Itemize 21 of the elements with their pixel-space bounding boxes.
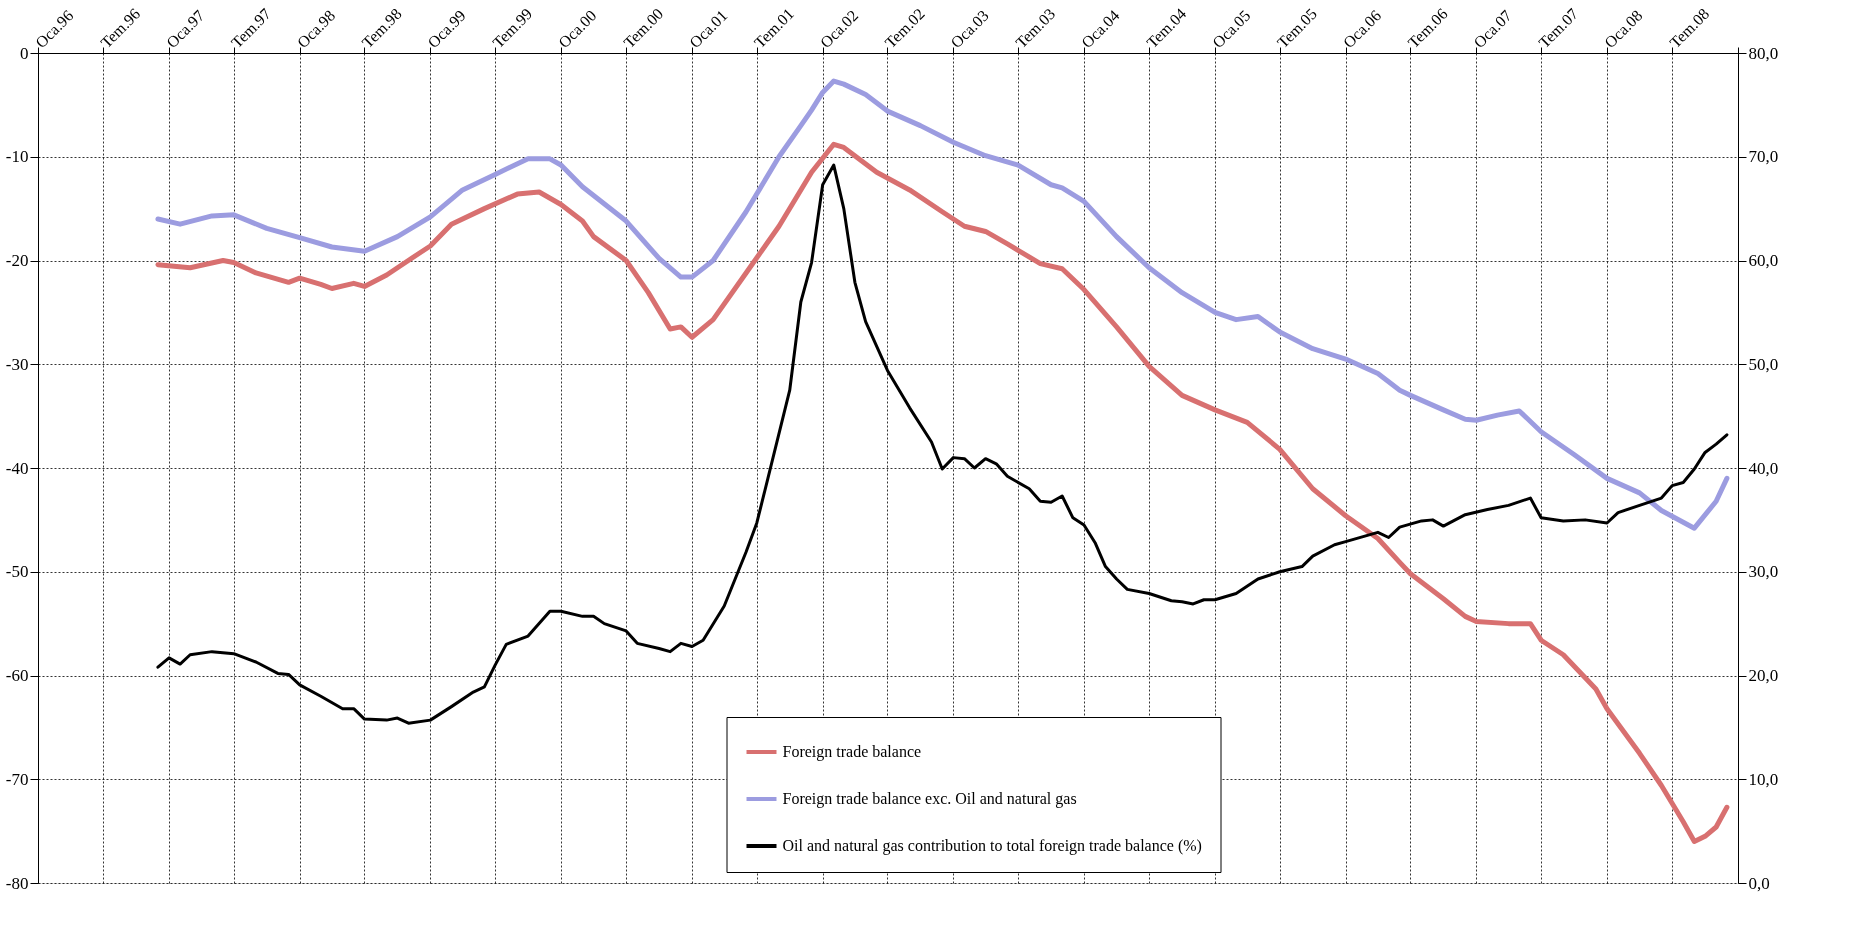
y-tick-label: -30: [5, 354, 29, 374]
y-tick-label: -10: [5, 147, 29, 167]
y-tick-label: 0: [20, 43, 29, 63]
y2-tick-label: 80,0: [1748, 43, 1779, 63]
legend-label: Oil and natural gas contribution to total foreign trade balance (%): [782, 837, 1202, 855]
y2-tick-label: 70,0: [1748, 147, 1779, 167]
y-tick-label: -50: [5, 562, 29, 582]
y-tick-label: -20: [5, 251, 29, 270]
legend-label: Foreign trade balance: [782, 743, 922, 761]
y-tick-label: -80: [5, 873, 29, 893]
y-tick-label: -60: [5, 666, 29, 685]
y2-tick-label: 30,0: [1748, 562, 1779, 582]
y2-tick-label: 50,0: [1748, 354, 1779, 374]
y2-tick-label: 60,0: [1748, 251, 1779, 270]
y2-tick-label: 0,0: [1748, 873, 1770, 893]
legend-label: Foreign trade balance exc. Oil and natural gas: [782, 790, 1077, 808]
y-tick-label: -70: [5, 769, 29, 789]
y2-tick-label: 40,0: [1748, 458, 1779, 478]
y2-tick-label: 10,0: [1748, 769, 1779, 789]
y2-tick-label: 20,0: [1748, 666, 1779, 685]
y-tick-label: -40: [5, 458, 29, 478]
